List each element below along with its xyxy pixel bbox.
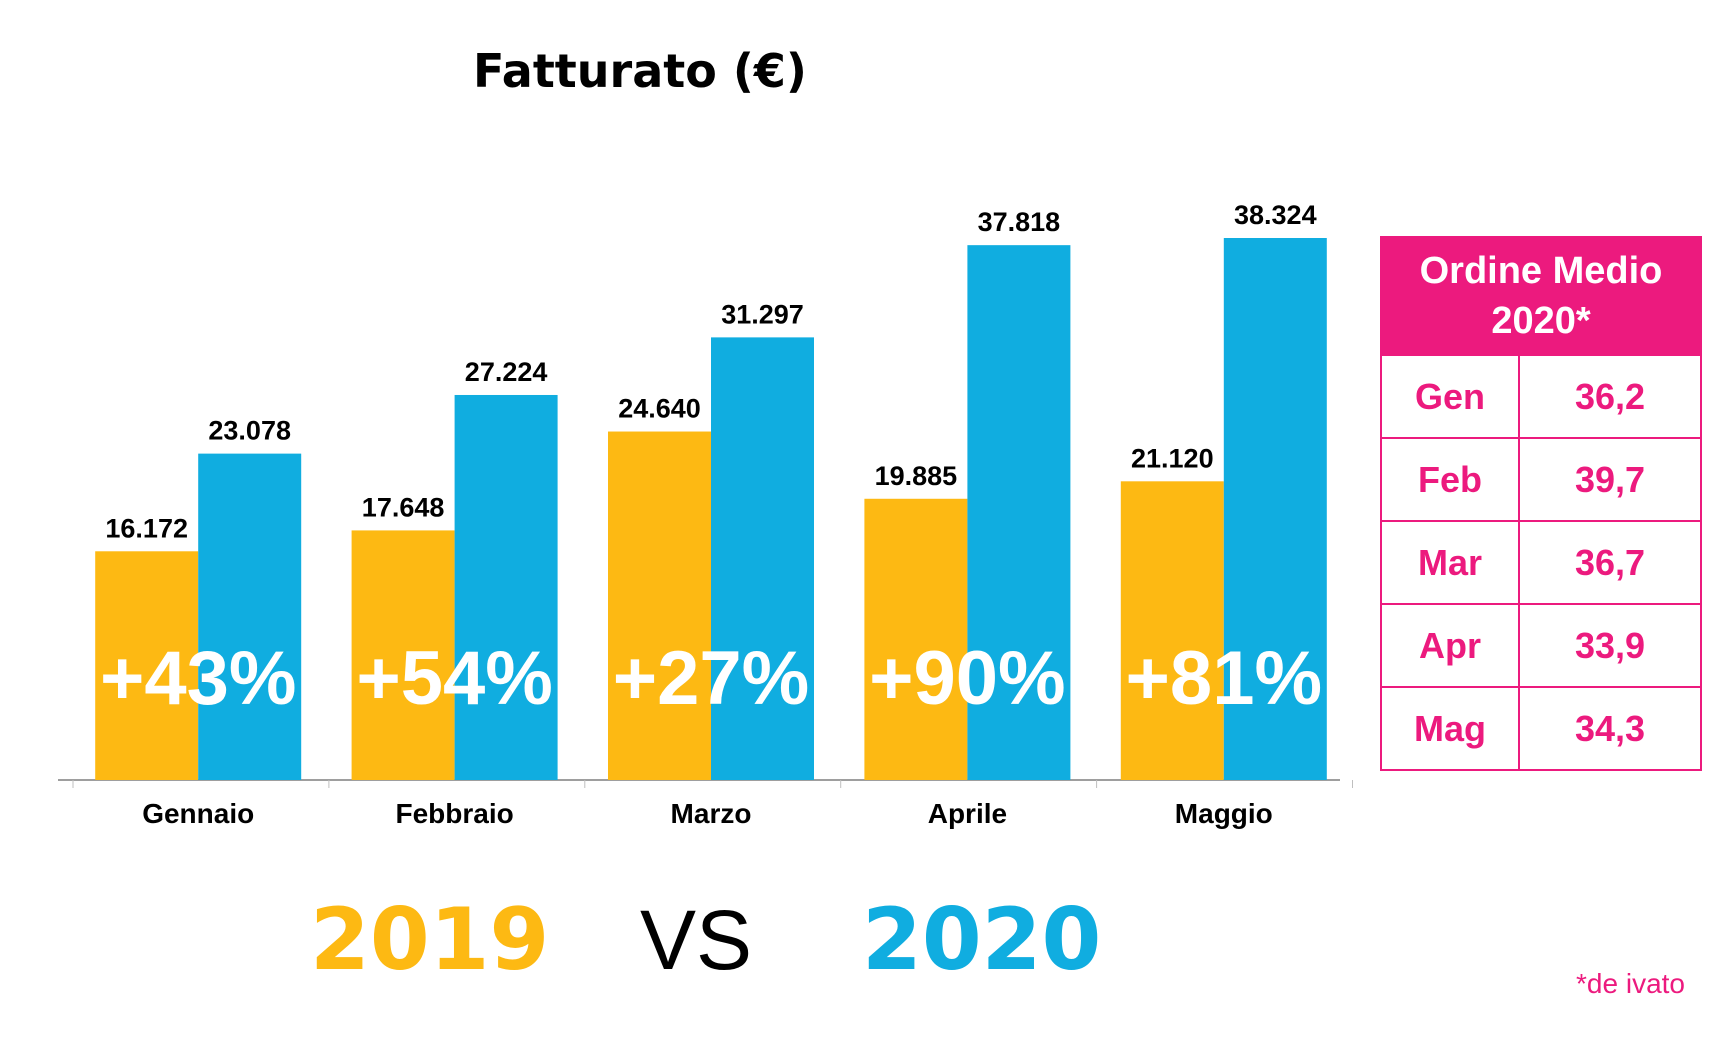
table-row: Feb 39,7 — [1380, 437, 1702, 522]
growth-label-gennaio: +43% — [100, 636, 297, 721]
bar-2019-aprile — [864, 498, 968, 780]
growth-label-febbraio: +54% — [356, 636, 553, 721]
table-value: 39,7 — [1518, 437, 1702, 522]
data-label-2019-aprile: 19.885 — [875, 461, 958, 491]
bar-2020-aprile — [967, 245, 1071, 781]
bar-2019-febbraio — [351, 530, 455, 780]
bar-2019-gennaio — [95, 551, 199, 780]
data-label-2019-gennaio: 16.172 — [105, 513, 188, 543]
x-tick-label-gennaio: Gennaio — [142, 798, 254, 829]
table-row: Mag 34,3 — [1380, 686, 1702, 771]
bar-chart: 16.172 23.078 +43% Gennaio 17.648 27.224 +54% F… — [58, 200, 1353, 829]
data-label-2020-febbraio: 27.224 — [465, 357, 548, 387]
data-label-2019-marzo: 24.640 — [618, 394, 701, 424]
legend-vs: VS — [640, 893, 753, 987]
table-value: 36,2 — [1518, 354, 1702, 439]
legend-2020: 2020 — [862, 890, 1102, 990]
table-row: Mar 36,7 — [1380, 520, 1702, 605]
data-label-2020-marzo: 31.297 — [721, 299, 804, 329]
table-value: 34,3 — [1518, 686, 1702, 771]
bar-2020-marzo — [711, 337, 814, 780]
footnote: *de ivato — [1576, 968, 1685, 999]
bar-2020-febbraio — [454, 394, 558, 780]
table-month: Mar — [1380, 520, 1520, 605]
data-label-2020-aprile: 37.818 — [978, 207, 1061, 237]
legend: 2019 VS 2020 — [0, 890, 1200, 1000]
growth-label-aprile: +90% — [869, 636, 1066, 721]
table-value: 33,9 — [1518, 603, 1702, 688]
bar-2019-marzo — [608, 431, 711, 780]
growth-label-maggio: +81% — [1126, 636, 1323, 721]
table-value: 36,7 — [1518, 520, 1702, 605]
average-order-header: Ordine Medio 2020* — [1380, 236, 1702, 356]
average-order-table: Ordine Medio 2020* Gen 36,2 Feb 39,7 Mar… — [1380, 236, 1702, 771]
bar-2020-gennaio — [198, 453, 302, 780]
x-tick-label-febbraio: Febbraio — [395, 798, 513, 829]
table-month: Gen — [1380, 354, 1520, 439]
table-month: Apr — [1380, 603, 1520, 688]
chart-title: Fatturato (€) — [473, 44, 807, 98]
x-tick-label-marzo: Marzo — [671, 798, 752, 829]
table-month: Mag — [1380, 686, 1520, 771]
data-label-2019-febbraio: 17.648 — [362, 492, 445, 522]
growth-label-marzo: +27% — [613, 636, 810, 721]
legend-2019: 2019 — [310, 890, 550, 990]
table-month: Feb — [1380, 437, 1520, 522]
table-row: Gen 36,2 — [1380, 354, 1702, 439]
data-label-2020-gennaio: 23.078 — [208, 416, 291, 446]
table-row: Apr 33,9 — [1380, 603, 1702, 688]
x-tick-label-maggio: Maggio — [1175, 798, 1273, 829]
bar-2019-maggio — [1120, 481, 1224, 780]
x-tick-label-aprile: Aprile — [928, 798, 1007, 829]
data-label-2020-maggio: 38.324 — [1234, 200, 1317, 230]
bar-2020-maggio — [1223, 238, 1327, 780]
data-label-2019-maggio: 21.120 — [1131, 443, 1214, 473]
